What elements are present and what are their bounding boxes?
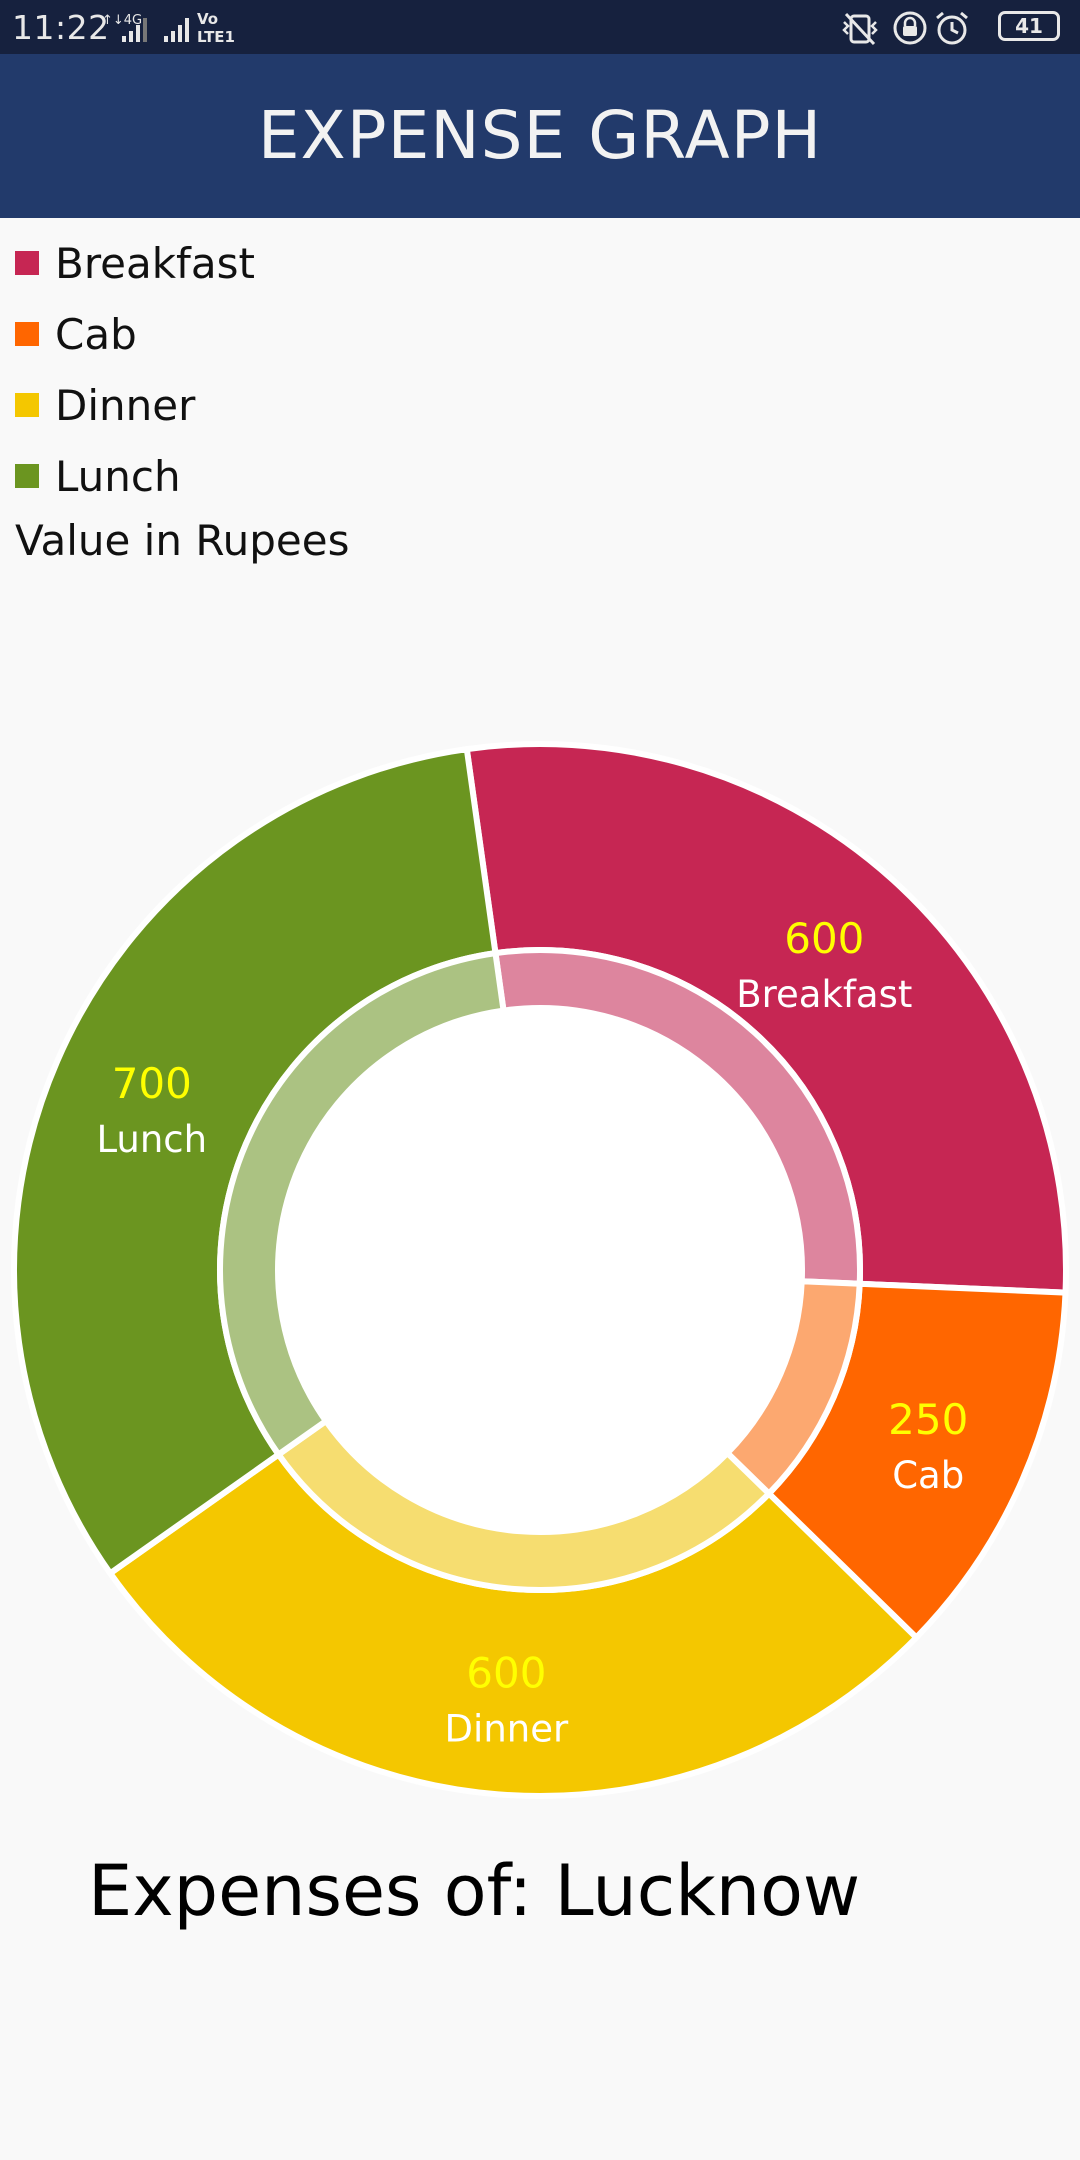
data-label-value-breakfast: 600: [784, 914, 864, 963]
legend-swatch: [15, 463, 39, 488]
app-title: EXPENSE GRAPH: [257, 97, 823, 174]
battery-icon: 41: [998, 11, 1060, 41]
legend-description: Value in Rupees: [15, 516, 350, 565]
svg-text:LTE1: LTE1: [197, 28, 235, 46]
legend-item-dinner: Dinner: [15, 378, 515, 449]
legend-item-cab: Cab: [15, 307, 515, 378]
network-status-icon: ↑↓4G Vo LTE1: [102, 10, 235, 46]
svg-text:↑↓4G: ↑↓4G: [102, 13, 142, 28]
status-icons: 41: [840, 8, 1070, 48]
vibrate-icon: [842, 12, 878, 46]
app-bar: EXPENSE GRAPH: [0, 54, 1080, 218]
data-label-category-cab: Cab: [892, 1454, 964, 1497]
data-label-value-dinner: 600: [466, 1649, 546, 1698]
legend-label: Dinner: [55, 381, 196, 430]
data-label-category-dinner: Dinner: [445, 1708, 569, 1751]
legend-item-breakfast: Breakfast: [15, 236, 515, 307]
alarm-icon: [936, 11, 968, 45]
rotation-lock-icon: [893, 11, 927, 45]
svg-text:Vo: Vo: [197, 10, 218, 28]
expense-donut-chart: 600 Breakfast 250 Cab 600 Dinner 700 Lunch: [11, 741, 1069, 1799]
status-time: 11:22: [12, 8, 110, 47]
data-label-value-lunch: 700: [112, 1059, 192, 1108]
data-label-category-breakfast: Breakfast: [736, 973, 912, 1016]
legend-label: Cab: [55, 310, 137, 359]
data-label-value-cab: 250: [888, 1395, 968, 1444]
chart-center-text: Expenses of: Lucknow: [88, 1850, 861, 1932]
legend-swatch: [15, 392, 39, 417]
legend-label: Breakfast: [55, 239, 255, 288]
legend-item-lunch: Lunch: [15, 449, 515, 520]
status-bar: 11:22 ↑↓4G Vo LTE1 41: [0, 0, 1080, 54]
donut-hole: [278, 1008, 802, 1532]
legend-label: Lunch: [55, 452, 181, 501]
legend-swatch: [15, 250, 39, 275]
legend-swatch: [15, 321, 39, 346]
data-label-category-lunch: Lunch: [96, 1118, 207, 1161]
chart-legend: Breakfast Cab Dinner Lunch: [15, 236, 515, 520]
